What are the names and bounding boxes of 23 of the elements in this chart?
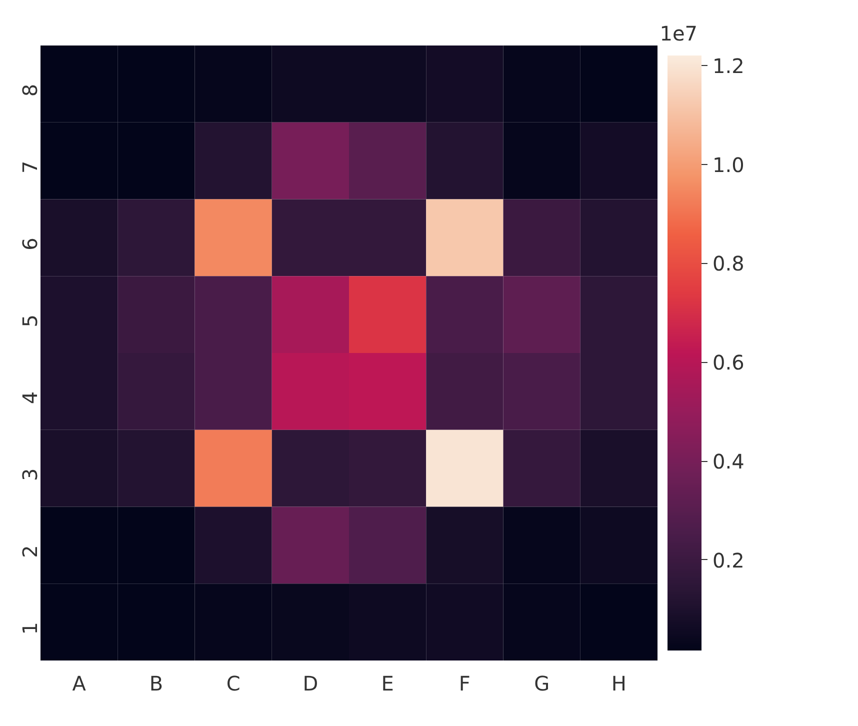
y-tick-label: 7 (18, 160, 42, 174)
x-tick-label: B (149, 672, 164, 696)
y-tick-label: 4 (18, 391, 42, 404)
y-tick-label: 6 (18, 238, 42, 250)
color-bar-label: 0.2 (712, 548, 744, 572)
color-bar-label: 0.6 (712, 350, 744, 375)
y-tick-label: 5 (18, 314, 42, 328)
y-tick-label: 1 (18, 622, 42, 635)
x-tick-label: D (302, 672, 318, 696)
x-tick-label: G (534, 672, 550, 696)
color-bar-label: 1.2 (712, 54, 744, 78)
y-tick-label: 2 (18, 545, 42, 558)
x-tick-label: C (226, 672, 240, 696)
color-bar-title: 1e7 (660, 22, 698, 46)
x-tick-label: E (381, 672, 394, 696)
color-bar-label: 0.8 (712, 252, 744, 276)
y-tick-label: 8 (18, 84, 42, 97)
color-bar-label: 0.4 (712, 450, 744, 474)
x-tick-label: H (611, 672, 626, 696)
color-bar-label: 1.0 (712, 152, 744, 177)
x-tick-label: A (72, 672, 86, 696)
x-tick-label: F (458, 672, 470, 696)
y-tick-label: 3 (18, 468, 42, 482)
